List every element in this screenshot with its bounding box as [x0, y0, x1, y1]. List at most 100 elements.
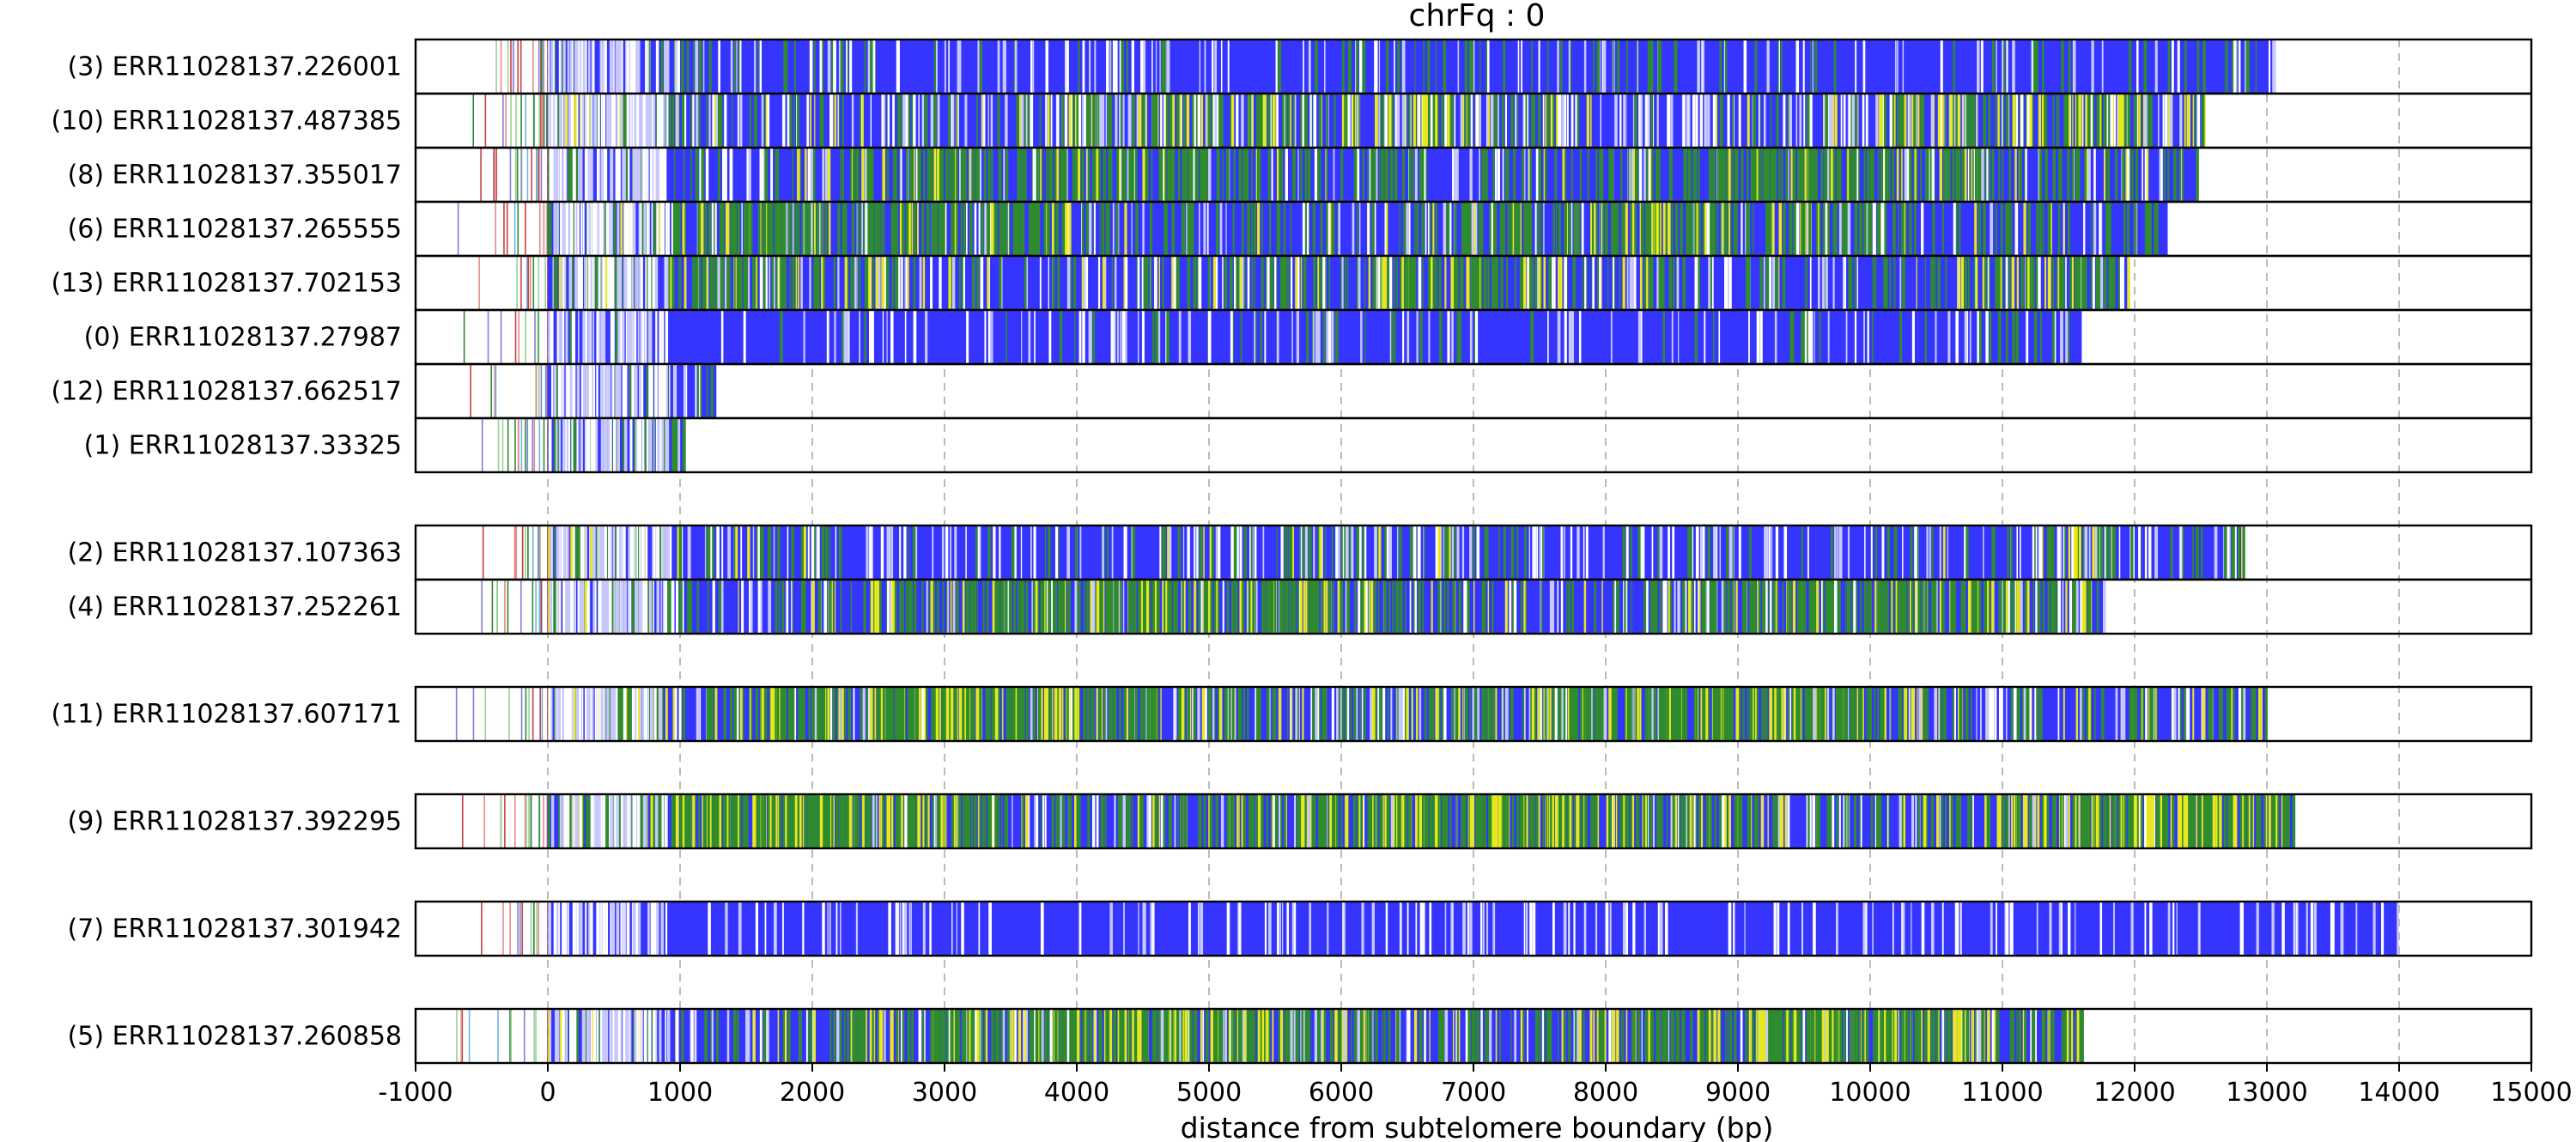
- variant-stripe: [653, 525, 656, 580]
- variant-stripe: [1291, 310, 1293, 364]
- variant-stripe: [1870, 580, 1873, 634]
- variant-stripe: [2093, 256, 2095, 310]
- variant-stripe: [896, 202, 899, 256]
- variant-stripe: [1502, 148, 1504, 202]
- pre-boundary-mark: [537, 310, 539, 364]
- variant-stripe: [610, 310, 613, 364]
- variant-stripe: [623, 148, 626, 202]
- variant-stripe: [1982, 256, 1984, 310]
- pre-boundary-mark: [533, 418, 536, 472]
- variant-stripe: [1136, 94, 1139, 148]
- variant-stripe: [1543, 148, 1546, 202]
- variant-stripe: [617, 256, 619, 310]
- variant-stripe: [2112, 256, 2116, 310]
- variant-stripe: [718, 94, 721, 148]
- variant-stripe: [1209, 580, 1211, 634]
- variant-stripe: [1795, 202, 1800, 256]
- variant-stripe: [738, 580, 739, 634]
- variant-stripe: [592, 256, 594, 310]
- variant-stripe: [902, 202, 905, 256]
- variant-stripe: [977, 525, 980, 580]
- variant-stripe: [1916, 148, 1918, 202]
- variant-stripe: [1194, 94, 1198, 148]
- variant-stripe: [793, 256, 795, 310]
- variant-stripe: [1793, 202, 1795, 256]
- variant-stripe: [580, 418, 583, 472]
- variant-stripe: [2111, 525, 2112, 580]
- variant-stripe: [794, 256, 798, 310]
- variant-stripe: [2114, 94, 2117, 148]
- variant-stripe: [1707, 580, 1710, 634]
- variant-stripe: [1492, 256, 1496, 310]
- variant-stripe: [634, 364, 636, 418]
- variant-stripe: [950, 525, 952, 580]
- variant-stripe: [1130, 580, 1133, 634]
- variant-stripe: [1266, 580, 1268, 634]
- variant-stripe: [817, 525, 820, 580]
- variant-stripe: [814, 94, 816, 148]
- variant-stripe: [1690, 525, 1693, 580]
- variant-stripe: [1900, 148, 1902, 202]
- variant-stripe: [1718, 148, 1721, 202]
- variant-stripe: [566, 148, 568, 202]
- variant-stripe: [615, 364, 617, 418]
- variant-stripe: [637, 525, 640, 580]
- variant-stripe: [641, 148, 643, 202]
- variant-stripe: [1045, 94, 1048, 148]
- variant-stripe: [1654, 580, 1657, 634]
- variant-stripe: [829, 525, 831, 580]
- variant-stripe: [2131, 148, 2134, 202]
- variant-stripe: [980, 256, 984, 310]
- variant-stripe: [598, 148, 600, 202]
- variant-stripe: [1176, 94, 1179, 148]
- variant-stripe: [617, 310, 621, 364]
- variant-stripe: [671, 94, 675, 148]
- variant-stripe: [930, 256, 933, 310]
- variant-stripe: [878, 256, 881, 310]
- variant-stripe: [1422, 256, 1424, 310]
- variant-stripe: [2012, 39, 2015, 94]
- variant-stripe: [1363, 39, 1366, 94]
- variant-stripe: [2087, 94, 2090, 148]
- variant-stripe: [1073, 256, 1077, 310]
- variant-stripe: [2075, 525, 2079, 580]
- variant-stripe: [1123, 310, 1127, 364]
- variant-stripe: [891, 256, 894, 310]
- variant-stripe: [1245, 148, 1249, 202]
- variant-stripe: [562, 310, 565, 364]
- variant-stripe: [1122, 94, 1125, 148]
- variant-stripe: [1947, 525, 1949, 580]
- variant-stripe: [628, 525, 630, 580]
- variant-stripe: [2241, 525, 2243, 580]
- variant-stripe: [1535, 148, 1539, 202]
- variant-stripe: [1454, 94, 1456, 148]
- variant-stripe: [2038, 256, 2041, 310]
- variant-stripe: [1276, 202, 1279, 256]
- variant-stripe: [1991, 148, 1995, 202]
- variant-stripe: [1326, 310, 1328, 364]
- read-label: (0) ERR11028137.27987: [84, 323, 402, 353]
- variant-stripe: [661, 418, 665, 472]
- variant-stripe: [2203, 94, 2206, 148]
- variant-stripe: [2034, 39, 2038, 94]
- variant-stripe: [1972, 94, 1976, 148]
- variant-stripe: [1780, 39, 1783, 94]
- variant-stripe: [1904, 148, 1907, 202]
- variant-stripe: [580, 39, 581, 94]
- variant-stripe: [1460, 310, 1461, 364]
- variant-stripe: [1138, 94, 1142, 148]
- variant-stripe: [1340, 148, 1344, 202]
- variant-stripe: [562, 364, 565, 418]
- variant-stripe: [677, 418, 681, 472]
- variant-stripe: [969, 580, 973, 634]
- variant-stripe: [1326, 202, 1328, 256]
- variant-stripe: [870, 148, 874, 202]
- variant-stripe: [1342, 525, 1346, 580]
- variant-stripe: [926, 202, 928, 256]
- variant-stripe: [1149, 202, 1153, 256]
- variant-stripe: [1078, 94, 1082, 148]
- variant-stripe: [635, 364, 638, 418]
- variant-stripe: [2057, 256, 2062, 310]
- variant-stripe: [1176, 256, 1178, 310]
- variant-stripe: [1247, 256, 1250, 310]
